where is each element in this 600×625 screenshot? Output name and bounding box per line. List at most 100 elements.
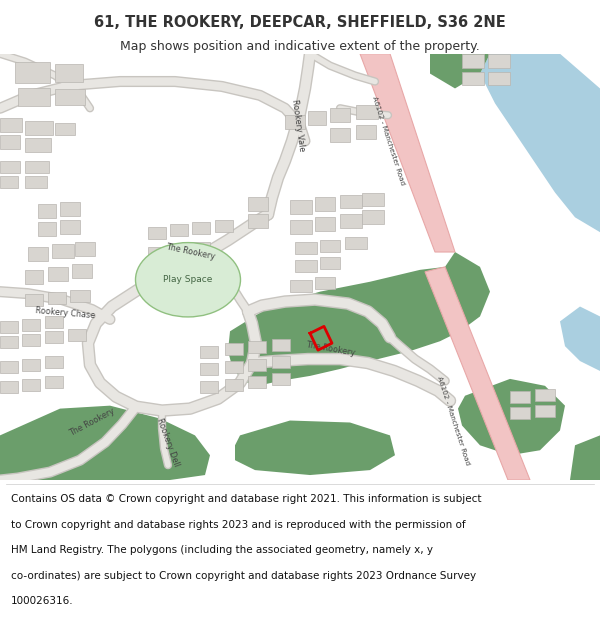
Polygon shape	[148, 247, 166, 259]
Polygon shape	[0, 135, 20, 149]
Text: The Rookery: The Rookery	[164, 242, 215, 262]
Polygon shape	[45, 376, 63, 388]
Polygon shape	[25, 161, 49, 172]
Polygon shape	[212, 260, 230, 272]
Polygon shape	[168, 284, 186, 296]
Polygon shape	[295, 242, 317, 254]
Polygon shape	[48, 292, 66, 304]
Polygon shape	[192, 242, 210, 254]
Polygon shape	[48, 267, 68, 281]
Polygon shape	[480, 54, 600, 232]
Polygon shape	[272, 373, 290, 385]
Polygon shape	[0, 361, 18, 373]
Polygon shape	[22, 334, 40, 346]
Polygon shape	[28, 247, 48, 261]
Text: The Rookery: The Rookery	[305, 341, 355, 358]
Polygon shape	[38, 222, 56, 236]
Polygon shape	[345, 237, 367, 249]
Text: 100026316.: 100026316.	[11, 596, 73, 606]
Polygon shape	[356, 125, 376, 139]
Polygon shape	[248, 198, 268, 211]
Text: Rookery Dell: Rookery Dell	[155, 417, 181, 468]
Polygon shape	[200, 346, 218, 358]
Polygon shape	[228, 252, 490, 386]
Polygon shape	[60, 202, 80, 216]
Polygon shape	[0, 176, 18, 188]
Polygon shape	[60, 220, 80, 234]
Polygon shape	[15, 62, 50, 84]
Polygon shape	[458, 379, 565, 455]
Polygon shape	[462, 72, 484, 86]
Polygon shape	[18, 89, 50, 106]
Polygon shape	[25, 138, 51, 152]
Polygon shape	[360, 54, 455, 252]
Polygon shape	[488, 72, 510, 86]
Polygon shape	[290, 220, 312, 234]
Polygon shape	[170, 224, 188, 236]
Polygon shape	[330, 128, 350, 142]
Polygon shape	[272, 356, 290, 368]
Polygon shape	[52, 244, 74, 258]
Text: Contains OS data © Crown copyright and database right 2021. This information is : Contains OS data © Crown copyright and d…	[11, 494, 481, 504]
Polygon shape	[285, 115, 305, 129]
Polygon shape	[248, 376, 266, 388]
Polygon shape	[308, 111, 326, 125]
Polygon shape	[68, 329, 86, 341]
Polygon shape	[145, 287, 163, 299]
Polygon shape	[430, 54, 490, 89]
Polygon shape	[70, 289, 90, 302]
Text: A6102 - Manchester Road: A6102 - Manchester Road	[436, 376, 470, 466]
Polygon shape	[72, 264, 92, 278]
Text: Play Space: Play Space	[163, 275, 212, 284]
Polygon shape	[45, 316, 63, 328]
Polygon shape	[535, 404, 555, 416]
Polygon shape	[320, 257, 340, 269]
Polygon shape	[290, 201, 312, 214]
Polygon shape	[22, 319, 40, 331]
Polygon shape	[225, 343, 243, 355]
Polygon shape	[248, 214, 268, 228]
Polygon shape	[510, 407, 530, 419]
Polygon shape	[425, 267, 530, 480]
Text: Rookery Vale: Rookery Vale	[290, 99, 306, 152]
Polygon shape	[0, 381, 18, 392]
Polygon shape	[235, 421, 395, 475]
Polygon shape	[22, 379, 40, 391]
Polygon shape	[272, 339, 290, 351]
Polygon shape	[168, 264, 186, 276]
Polygon shape	[510, 391, 530, 402]
Polygon shape	[248, 341, 266, 353]
Polygon shape	[212, 280, 230, 292]
Polygon shape	[38, 204, 56, 218]
Polygon shape	[315, 198, 335, 211]
Polygon shape	[315, 277, 335, 289]
Polygon shape	[330, 108, 350, 122]
Polygon shape	[488, 54, 510, 68]
Polygon shape	[0, 406, 210, 480]
Polygon shape	[25, 270, 43, 284]
Polygon shape	[55, 64, 83, 81]
Polygon shape	[190, 282, 208, 294]
Polygon shape	[225, 361, 243, 373]
Polygon shape	[25, 176, 47, 188]
Text: Rookery Chase: Rookery Chase	[35, 306, 95, 321]
Text: to Crown copyright and database rights 2023 and is reproduced with the permissio: to Crown copyright and database rights 2…	[11, 520, 466, 530]
Polygon shape	[200, 381, 218, 392]
Polygon shape	[248, 359, 266, 371]
Polygon shape	[170, 244, 188, 256]
Polygon shape	[356, 105, 378, 119]
Polygon shape	[22, 359, 40, 371]
Text: A6102 - Manchester Road: A6102 - Manchester Road	[371, 96, 405, 186]
Polygon shape	[295, 260, 317, 272]
Polygon shape	[0, 336, 18, 348]
Polygon shape	[0, 118, 22, 132]
Polygon shape	[0, 321, 18, 333]
Polygon shape	[340, 194, 362, 208]
Polygon shape	[362, 192, 384, 206]
Ellipse shape	[136, 242, 241, 317]
Polygon shape	[462, 54, 484, 68]
Polygon shape	[55, 123, 75, 135]
Polygon shape	[215, 220, 233, 232]
Polygon shape	[45, 356, 63, 368]
Polygon shape	[560, 306, 600, 371]
